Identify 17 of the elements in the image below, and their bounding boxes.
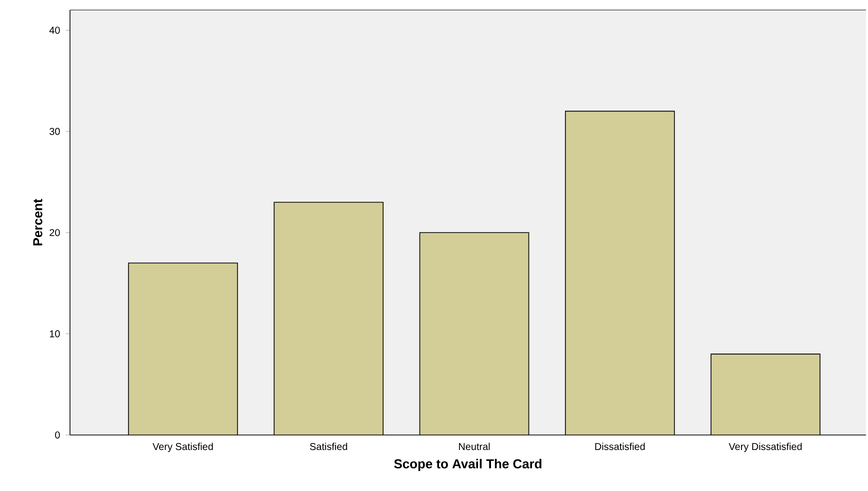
- y-axis-title: Percent: [33, 198, 42, 246]
- x-tick-label: Very Satisfied: [152, 442, 213, 452]
- bar: [274, 202, 384, 435]
- x-tick-label: Satisfied: [310, 442, 348, 450]
- bar: [128, 262, 238, 435]
- bar: [565, 111, 674, 435]
- y-tick-label: 10: [50, 330, 60, 338]
- y-tick-label: 30: [50, 128, 60, 135]
- x-tick-label: Very Dissatisfied: [728, 442, 802, 452]
- y-tick-label: 40: [49, 26, 60, 34]
- bar: [710, 354, 820, 435]
- y-tick-label: 20: [50, 229, 60, 236]
- bar: [420, 232, 529, 435]
- x-tick-label: Neutral: [459, 442, 490, 450]
- x-tick-label: Dissatisfied: [595, 442, 645, 450]
- y-tick-label: 0: [55, 431, 60, 439]
- x-axis-title: Scope to Avail The Card: [394, 458, 542, 471]
